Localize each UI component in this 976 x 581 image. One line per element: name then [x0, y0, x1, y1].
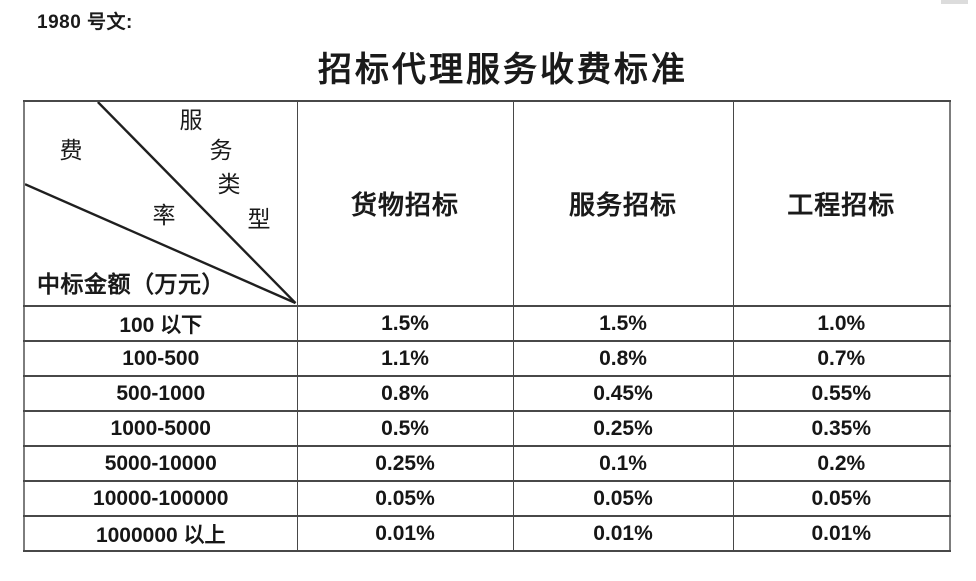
- table-row: 100-500 1.1% 0.8% 0.7%: [23, 340, 951, 377]
- rate-cell: 0.2%: [732, 445, 951, 482]
- table-row: 10000-100000 0.05% 0.05% 0.05%: [23, 480, 951, 517]
- corner-label-bid-amount: 中标金额（万元）: [37, 271, 225, 298]
- rate-cell: 0.25%: [512, 410, 734, 447]
- diagonal-corner-cell: 服 务 类 型 费 率 中标金额（万元）: [23, 100, 298, 307]
- table-row: 1000000 以上 0.01% 0.01% 0.01%: [23, 515, 951, 552]
- corner-label-service-type-char: 务: [209, 138, 233, 164]
- row-amount-range: 10000-100000: [23, 480, 298, 517]
- rate-cell: 0.35%: [732, 410, 951, 447]
- rate-cell: 0.25%: [296, 445, 514, 482]
- rate-cell: 0.55%: [732, 375, 951, 412]
- rate-cell: 0.7%: [732, 340, 951, 377]
- rate-cell: 1.5%: [512, 305, 734, 342]
- column-header-engineering-bidding: 工程招标: [732, 100, 951, 307]
- column-header-service-bidding: 服务招标: [512, 100, 734, 307]
- rate-cell: 0.5%: [296, 410, 514, 447]
- column-header-goods-bidding: 货物招标: [296, 100, 514, 307]
- rate-cell: 0.01%: [512, 515, 734, 552]
- doc-number-label: 1980 号文:: [37, 12, 133, 33]
- rate-cell: 1.0%: [732, 305, 951, 342]
- corner-label-fee-rate-char: 费: [59, 138, 83, 164]
- corner-label-service-type-char: 型: [247, 207, 271, 233]
- diagonal-corner-inner: 服 务 类 型 费 率 中标金额（万元）: [25, 103, 296, 304]
- table-row: 1000-5000 0.5% 0.25% 0.35%: [23, 410, 951, 447]
- rate-cell: 0.05%: [512, 480, 734, 517]
- fee-standard-table: 服 务 类 型 费 率 中标金额（万元） 货物招标 服务招标 工程招标 100 …: [23, 100, 951, 552]
- rate-cell: 0.45%: [512, 375, 734, 412]
- rate-cell: 0.01%: [296, 515, 514, 552]
- rate-cell: 1.1%: [296, 340, 514, 377]
- rate-cell: 0.05%: [732, 480, 951, 517]
- rate-cell: 0.8%: [296, 375, 514, 412]
- row-amount-range: 1000-5000: [23, 410, 298, 447]
- diagonal-lines: [25, 103, 296, 304]
- corner-label-service-type-char: 服: [179, 108, 203, 134]
- row-amount-range: 100-500: [23, 340, 298, 377]
- table-row: 5000-10000 0.25% 0.1% 0.2%: [23, 445, 951, 482]
- rate-cell: 1.5%: [296, 305, 514, 342]
- row-amount-range: 500-1000: [23, 375, 298, 412]
- row-amount-range: 100 以下: [23, 305, 298, 342]
- rate-cell: 0.01%: [732, 515, 951, 552]
- rate-cell: 0.1%: [512, 445, 734, 482]
- row-amount-range: 5000-10000: [23, 445, 298, 482]
- corner-label-fee-rate-char: 率: [152, 203, 176, 229]
- table-header-row: 服 务 类 型 费 率 中标金额（万元） 货物招标 服务招标 工程招标: [23, 100, 951, 307]
- row-amount-range: 1000000 以上: [23, 515, 298, 552]
- page-title: 招标代理服务收费标准: [318, 50, 688, 90]
- rate-cell: 0.8%: [512, 340, 734, 377]
- corner-label-service-type-char: 类: [217, 172, 241, 198]
- scan-artifact: [941, 0, 968, 4]
- rate-cell: 0.05%: [296, 480, 514, 517]
- table-row: 100 以下 1.5% 1.5% 1.0%: [23, 305, 951, 342]
- table-row: 500-1000 0.8% 0.45% 0.55%: [23, 375, 951, 412]
